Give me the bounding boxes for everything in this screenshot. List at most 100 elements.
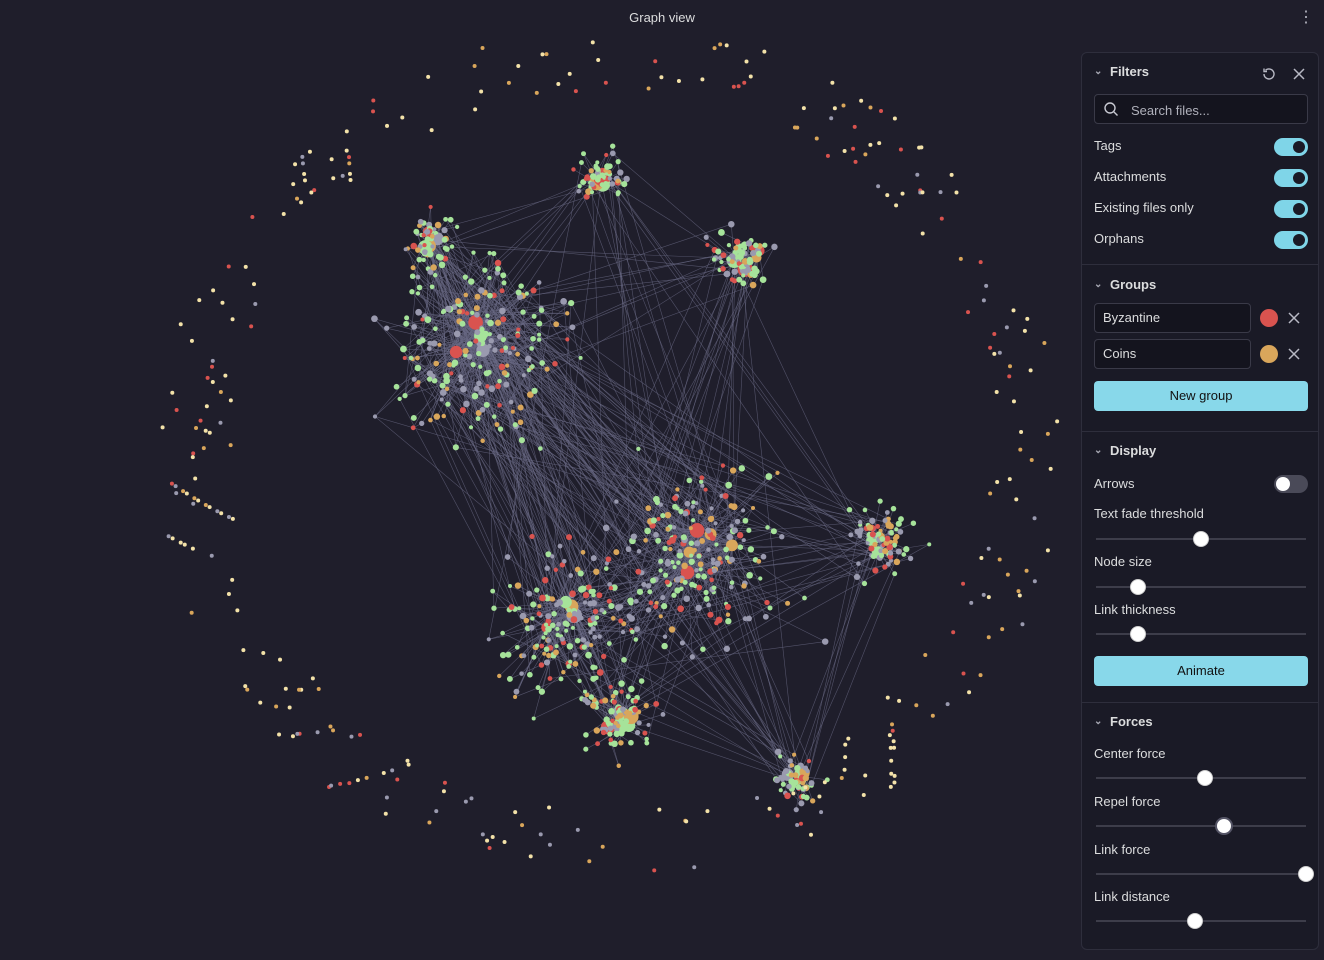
graph-node[interactable] bbox=[658, 614, 663, 619]
graph-node[interactable] bbox=[617, 712, 624, 719]
graph-node[interactable] bbox=[792, 752, 797, 757]
graph-node[interactable] bbox=[643, 538, 648, 543]
graph-node[interactable] bbox=[441, 227, 448, 234]
graph-node[interactable] bbox=[853, 573, 861, 581]
graph-node[interactable] bbox=[578, 586, 585, 593]
graph-node[interactable] bbox=[789, 763, 795, 768]
graph-node[interactable] bbox=[954, 190, 959, 195]
graph-node[interactable] bbox=[567, 71, 572, 76]
graph-node[interactable] bbox=[645, 505, 652, 512]
graph-node[interactable] bbox=[442, 255, 449, 262]
reset-icon[interactable] bbox=[1260, 65, 1278, 83]
graph-node[interactable] bbox=[872, 567, 879, 574]
graph-node[interactable] bbox=[470, 361, 476, 368]
graph-node[interactable] bbox=[500, 316, 507, 323]
graph-node[interactable] bbox=[728, 584, 734, 590]
graph-node[interactable] bbox=[439, 382, 446, 389]
graph-node[interactable] bbox=[862, 507, 868, 513]
graph-node[interactable] bbox=[893, 533, 900, 540]
graph-node[interactable] bbox=[441, 413, 446, 419]
graph-node[interactable] bbox=[550, 622, 556, 629]
graph-node[interactable] bbox=[478, 364, 483, 369]
graph-node[interactable] bbox=[623, 175, 630, 183]
graph-node[interactable] bbox=[799, 769, 806, 776]
graph-node[interactable] bbox=[892, 780, 897, 785]
graph-node[interactable] bbox=[503, 345, 509, 351]
graph-node[interactable] bbox=[705, 527, 712, 534]
graph-node[interactable] bbox=[672, 503, 678, 510]
graph-node[interactable] bbox=[491, 414, 497, 419]
graph-node[interactable] bbox=[633, 598, 639, 604]
graph-node[interactable] bbox=[497, 426, 504, 432]
graph-node[interactable] bbox=[602, 697, 609, 704]
graph-node[interactable] bbox=[349, 734, 354, 739]
graph-node[interactable] bbox=[618, 730, 625, 737]
graph-node[interactable] bbox=[426, 74, 431, 79]
graph-node[interactable] bbox=[575, 827, 580, 832]
graph-node[interactable] bbox=[988, 491, 993, 496]
graph-node[interactable] bbox=[706, 547, 711, 552]
graph-node[interactable] bbox=[865, 540, 870, 545]
graph-node[interactable] bbox=[587, 859, 592, 864]
graph-node[interactable] bbox=[698, 479, 704, 484]
graph-node[interactable] bbox=[543, 631, 548, 636]
graph-node[interactable] bbox=[630, 533, 638, 540]
graph-node[interactable] bbox=[842, 149, 847, 154]
graph-node[interactable] bbox=[951, 630, 956, 635]
graph-node[interactable] bbox=[689, 654, 695, 660]
graph-node[interactable] bbox=[603, 716, 610, 723]
graph-node[interactable] bbox=[160, 425, 165, 430]
graph-node[interactable] bbox=[662, 572, 669, 578]
graph-node[interactable] bbox=[503, 381, 510, 388]
graph-node[interactable] bbox=[895, 548, 902, 555]
graph-node[interactable] bbox=[604, 561, 609, 566]
graph-node[interactable] bbox=[798, 800, 805, 807]
graph-node[interactable] bbox=[245, 687, 250, 692]
graph-node[interactable] bbox=[885, 523, 891, 529]
graph-node[interactable] bbox=[599, 607, 605, 613]
graph-node[interactable] bbox=[500, 272, 507, 279]
graph-node[interactable] bbox=[1045, 548, 1050, 553]
graph-node[interactable] bbox=[434, 221, 442, 229]
graph-node[interactable] bbox=[892, 745, 897, 750]
graph-node[interactable] bbox=[696, 553, 702, 559]
graph-node[interactable] bbox=[593, 727, 601, 734]
graph-node[interactable] bbox=[647, 589, 653, 595]
graph-node[interactable] bbox=[898, 147, 903, 152]
graph-node[interactable] bbox=[344, 129, 349, 134]
graph-node[interactable] bbox=[915, 172, 920, 177]
graph-node[interactable] bbox=[830, 80, 835, 85]
graph-node[interactable] bbox=[703, 589, 709, 596]
graph-node[interactable] bbox=[439, 397, 444, 402]
graph-node[interactable] bbox=[778, 775, 783, 780]
graph-node[interactable] bbox=[714, 542, 719, 547]
graph-node[interactable] bbox=[555, 626, 560, 631]
graph-node[interactable] bbox=[191, 451, 196, 456]
graph-node[interactable] bbox=[645, 607, 652, 613]
graph-node[interactable] bbox=[642, 730, 648, 736]
graph-node[interactable] bbox=[608, 585, 614, 591]
graph-node[interactable] bbox=[885, 193, 890, 198]
graph-node[interactable] bbox=[166, 534, 171, 539]
graph-node[interactable] bbox=[491, 292, 497, 299]
graph-node[interactable] bbox=[408, 355, 414, 361]
graph-node[interactable] bbox=[558, 676, 564, 682]
graph-node[interactable] bbox=[814, 136, 819, 141]
graph-node[interactable] bbox=[601, 653, 607, 660]
graph-node[interactable] bbox=[747, 546, 755, 553]
graph-node[interactable] bbox=[501, 370, 508, 376]
graph-node[interactable] bbox=[876, 531, 882, 537]
node-size-slider-thumb[interactable] bbox=[1130, 579, 1146, 595]
graph-node[interactable] bbox=[618, 680, 625, 687]
graph-node[interactable] bbox=[426, 370, 434, 377]
attachments-toggle[interactable] bbox=[1274, 169, 1308, 187]
graph-node[interactable] bbox=[230, 516, 235, 521]
graph-node[interactable] bbox=[984, 283, 989, 288]
graph-node[interactable] bbox=[919, 145, 924, 150]
graph-node[interactable] bbox=[415, 274, 421, 280]
graph-node[interactable] bbox=[819, 810, 824, 815]
graph-node[interactable] bbox=[193, 476, 198, 481]
graph-node[interactable] bbox=[859, 98, 864, 103]
graph-node[interactable] bbox=[211, 288, 216, 293]
graph-node[interactable] bbox=[658, 558, 664, 564]
